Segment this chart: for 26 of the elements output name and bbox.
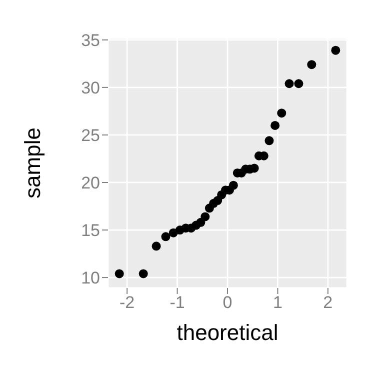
- point: [270, 120, 280, 130]
- y-tick-label: 35: [81, 30, 100, 50]
- point: [200, 212, 210, 222]
- x-tick-label: 1: [272, 293, 282, 312]
- x-axis-title: theoretical: [176, 320, 278, 345]
- x-tick-label: -1: [170, 293, 185, 312]
- x-tick-label: 0: [222, 293, 232, 312]
- y-tick-label: 30: [81, 78, 100, 98]
- x-tick-label: -2: [120, 293, 135, 312]
- point: [294, 79, 304, 88]
- point: [161, 232, 170, 242]
- y-axis-title: sample: [20, 128, 45, 198]
- point: [114, 269, 124, 278]
- point: [284, 79, 294, 88]
- point: [152, 242, 161, 251]
- point: [331, 46, 340, 55]
- point: [307, 60, 316, 70]
- x-tick-label: 2: [323, 293, 333, 312]
- y-tick-label: 25: [81, 126, 100, 145]
- point: [277, 108, 286, 118]
- y-tick-label: 15: [81, 221, 100, 240]
- point: [264, 136, 274, 146]
- point: [228, 180, 238, 190]
- y-tick-label: 10: [81, 268, 100, 288]
- y-tick-label: 20: [81, 174, 100, 193]
- point: [138, 269, 148, 278]
